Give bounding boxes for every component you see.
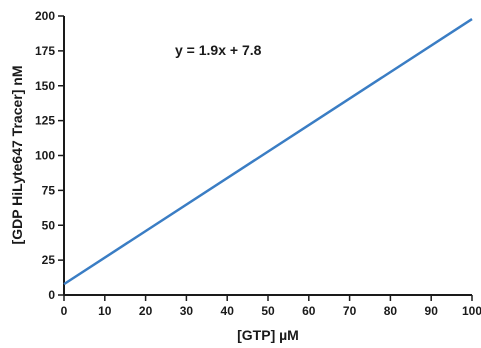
- y-axis-title: [GDP HiLyte647 Tracer] nM: [9, 66, 25, 245]
- y-tick-label: 200: [35, 9, 55, 23]
- x-tick-label: 40: [221, 304, 235, 318]
- y-axis-ticks: 0 25 50 75 100 125 150 175 200: [35, 9, 64, 302]
- x-tick-label: 70: [343, 304, 357, 318]
- y-tick-label: 150: [35, 79, 55, 93]
- x-tick-label: 80: [384, 304, 398, 318]
- y-tick-label: 25: [42, 253, 56, 267]
- series-layer: [63, 18, 473, 286]
- x-tick-label: 0: [61, 304, 68, 318]
- x-tick-label: 20: [139, 304, 153, 318]
- x-tick-label: 100: [462, 304, 481, 318]
- x-tick-label: 50: [261, 304, 275, 318]
- x-tick-label: 90: [425, 304, 439, 318]
- x-tick-label: 30: [180, 304, 194, 318]
- y-tick-label: 100: [35, 149, 55, 163]
- y-tick-label: 175: [35, 44, 55, 58]
- x-axis-title: [GTP] µM: [237, 327, 299, 343]
- y-tick-label: 125: [35, 114, 55, 128]
- x-tick-label: 60: [302, 304, 316, 318]
- y-tick-label: 75: [42, 183, 56, 197]
- y-tick-label: 50: [42, 218, 56, 232]
- x-axis-ticks: 0 10 20 30 40 50 60 70 80 90 100: [61, 295, 481, 318]
- x-tick-label: 10: [98, 304, 112, 318]
- equation-annotation: y = 1.9x + 7.8: [175, 42, 262, 58]
- y-tick-label: 0: [48, 288, 55, 302]
- series-line: [63, 18, 473, 286]
